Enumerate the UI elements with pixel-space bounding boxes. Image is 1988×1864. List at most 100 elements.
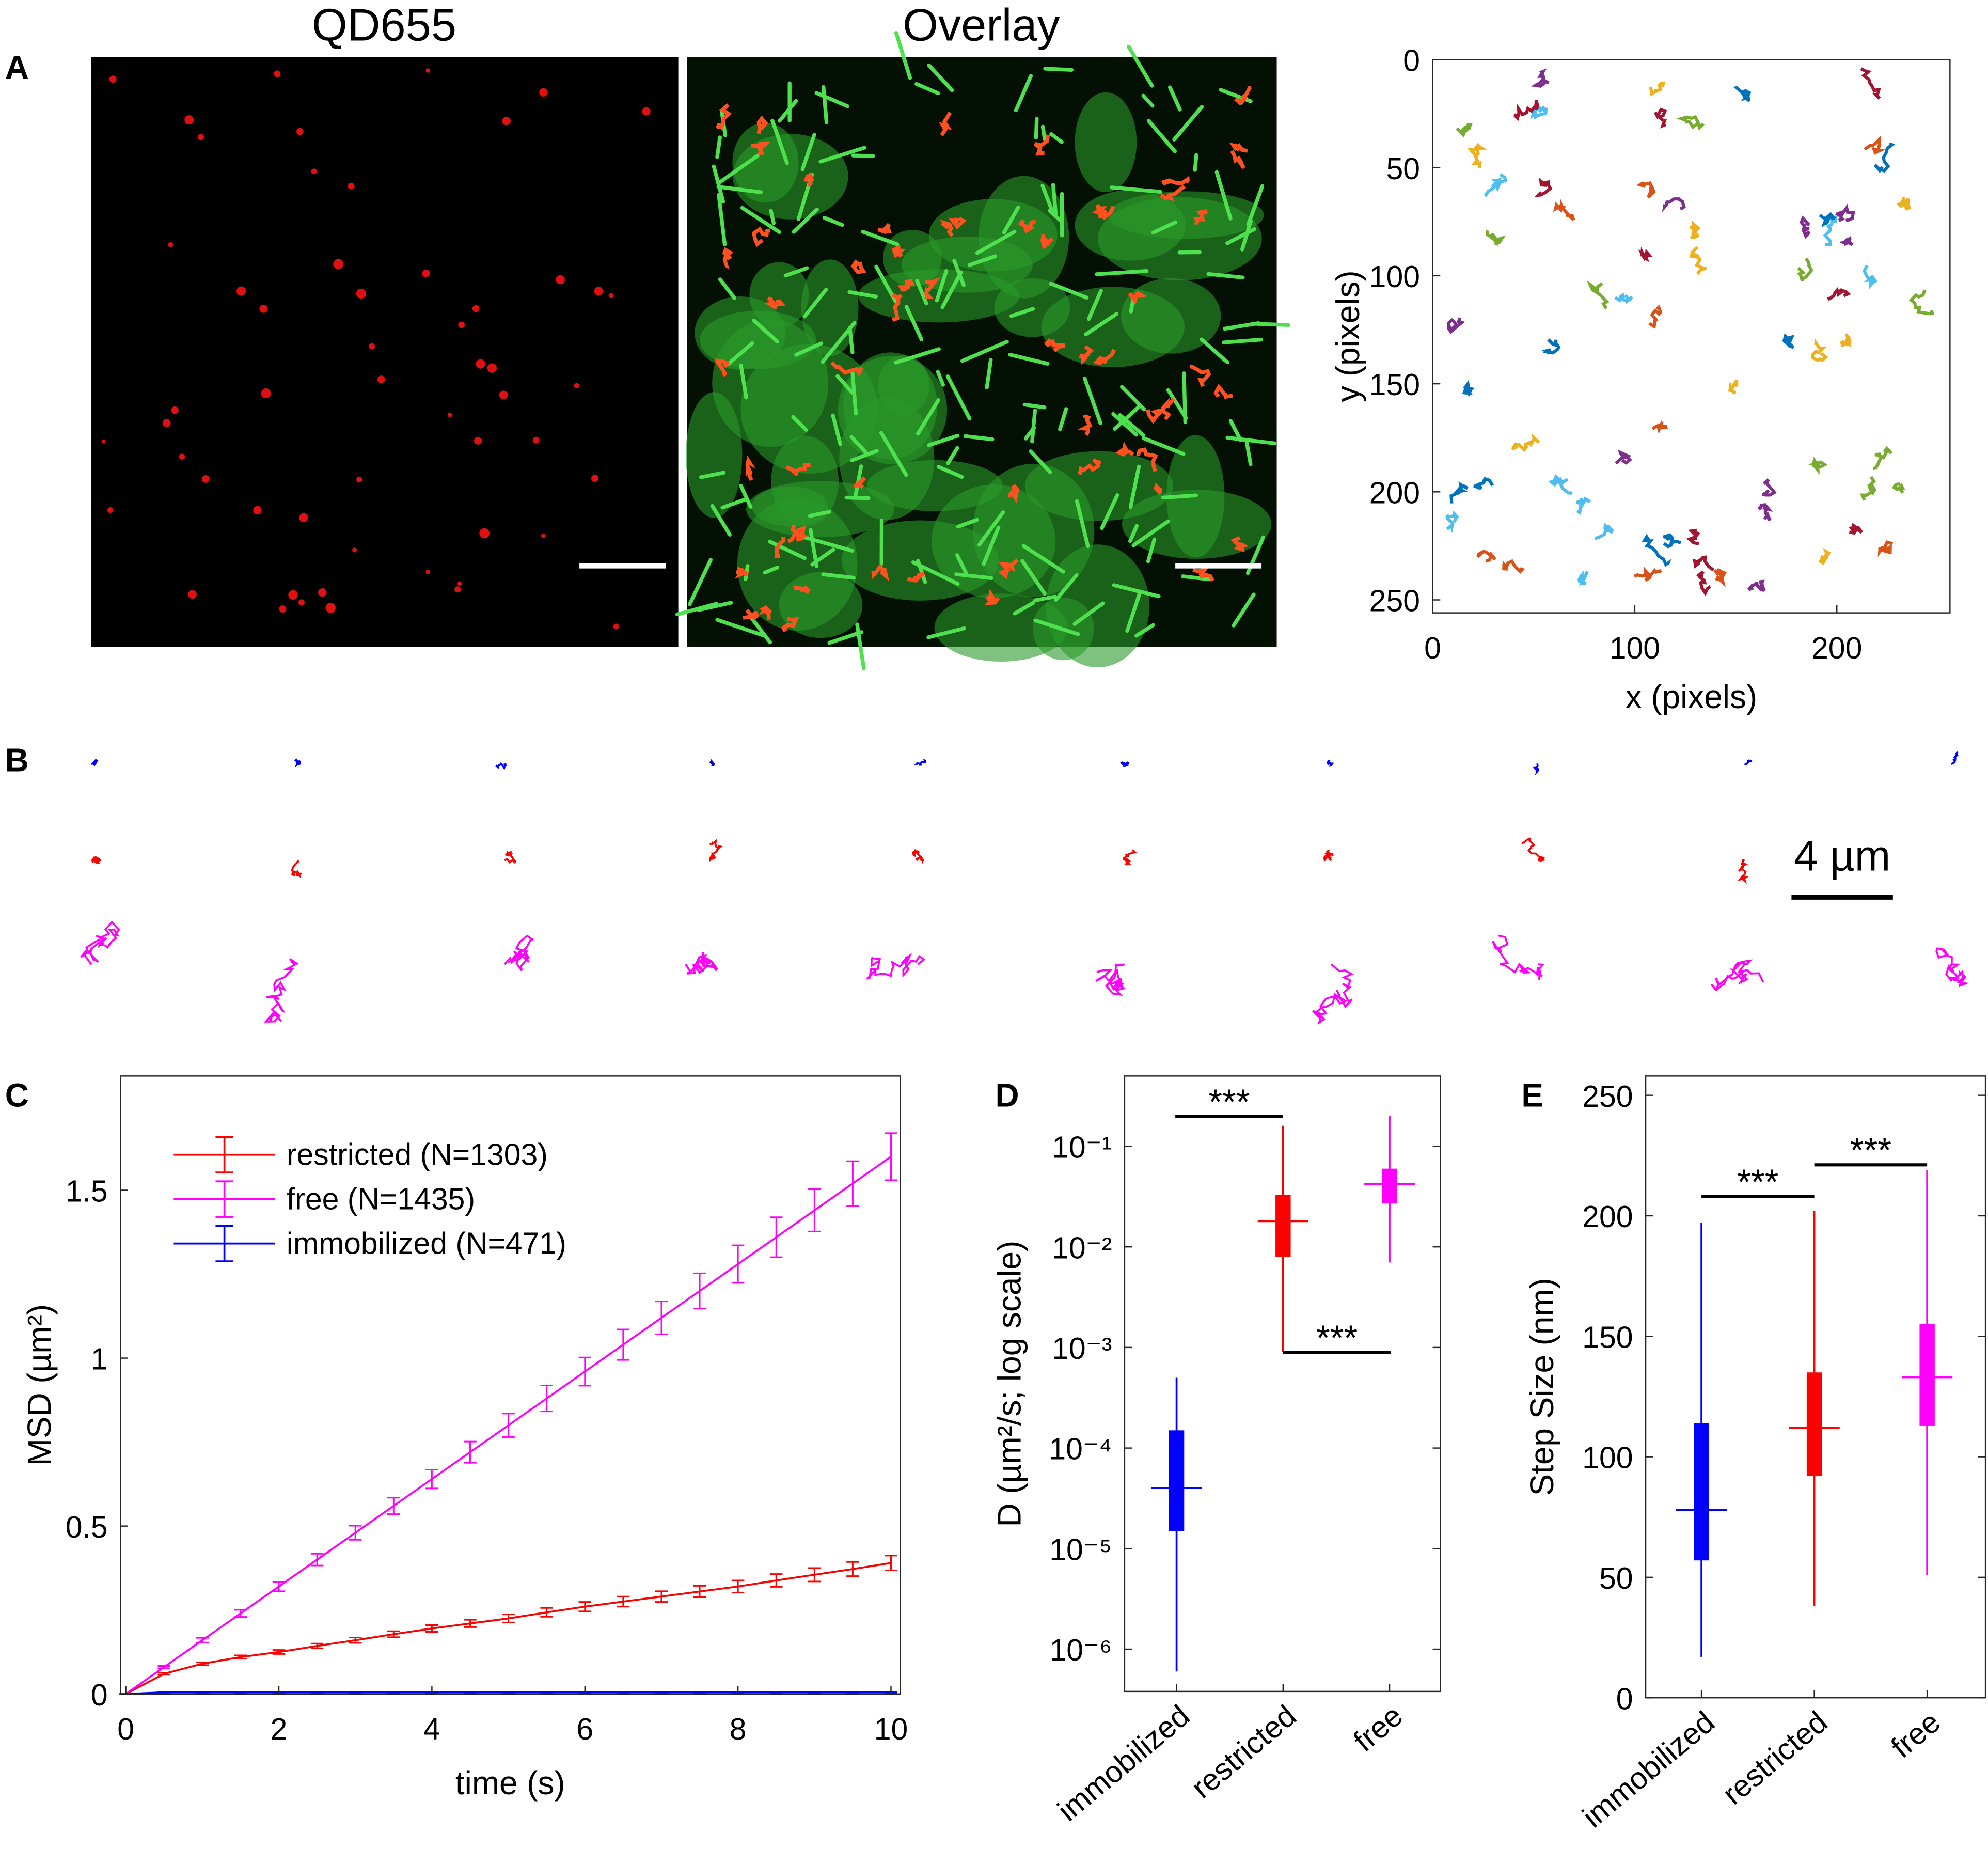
panel-label: B bbox=[5, 742, 29, 779]
trajectory bbox=[1689, 246, 1707, 275]
trajectory bbox=[1873, 142, 1896, 174]
trajectory bbox=[1877, 540, 1894, 557]
filopodium bbox=[1118, 413, 1145, 437]
qd-track bbox=[907, 571, 925, 583]
qd-track bbox=[891, 293, 903, 322]
qd-spot bbox=[479, 528, 490, 539]
filopodium bbox=[1084, 311, 1119, 336]
qd-spot bbox=[171, 406, 179, 414]
y-tick-label: 0 bbox=[1403, 44, 1420, 78]
qd-track bbox=[984, 588, 1000, 605]
trajectory bbox=[1530, 105, 1549, 120]
trajectory bbox=[80, 920, 120, 965]
filopodium bbox=[1134, 623, 1156, 638]
filopodium bbox=[1030, 409, 1037, 444]
y-tick-label: 250 bbox=[1582, 1080, 1633, 1114]
qd-spot bbox=[425, 569, 431, 574]
trajectory bbox=[1762, 478, 1777, 497]
filopodium bbox=[769, 209, 776, 225]
trajectory bbox=[1615, 449, 1632, 465]
trajectory bbox=[1492, 934, 1545, 980]
qd-track bbox=[939, 112, 952, 136]
cell-body bbox=[934, 593, 1068, 662]
qd-track bbox=[948, 217, 967, 230]
y-tick-label: 100 bbox=[1369, 260, 1420, 294]
trajectory bbox=[709, 759, 715, 766]
qd-track bbox=[1007, 484, 1020, 504]
trajectory bbox=[1576, 496, 1591, 515]
filopodium bbox=[1051, 183, 1058, 216]
filopodium bbox=[1167, 85, 1182, 112]
filopodium bbox=[1161, 493, 1198, 500]
trajectory bbox=[865, 952, 926, 980]
filopodium bbox=[1146, 119, 1177, 153]
qd-spot bbox=[318, 588, 327, 597]
filopodium bbox=[1214, 170, 1233, 221]
qd-spot bbox=[472, 305, 480, 312]
trajectory bbox=[1532, 763, 1539, 775]
filopodium bbox=[748, 614, 772, 645]
x-tick-label: 10 bbox=[874, 1713, 908, 1746]
trajectory bbox=[1800, 215, 1811, 239]
filopodium bbox=[740, 206, 781, 234]
qd-track bbox=[751, 142, 771, 156]
x-tick-label: 0 bbox=[1424, 632, 1441, 665]
trajectory bbox=[1541, 338, 1561, 355]
trajectory bbox=[1827, 287, 1851, 301]
qd-spot bbox=[253, 506, 262, 515]
filopodium bbox=[926, 626, 966, 639]
cell-body bbox=[1041, 287, 1185, 367]
trajectory bbox=[1120, 761, 1130, 768]
filopodium bbox=[982, 525, 1001, 566]
qd-spot bbox=[356, 476, 362, 483]
x-tick-label: 8 bbox=[730, 1713, 747, 1746]
qd-spot bbox=[532, 436, 540, 444]
image-title: Overlay bbox=[903, 0, 1060, 51]
qd-track bbox=[1189, 364, 1211, 387]
trajectory bbox=[1782, 333, 1795, 349]
trajectory bbox=[1577, 570, 1589, 587]
y-tick-label: 0 bbox=[1616, 1682, 1633, 1716]
qd-track bbox=[759, 605, 772, 620]
qd-spot bbox=[539, 88, 548, 97]
qd-track bbox=[1078, 458, 1101, 475]
qd-track bbox=[1018, 219, 1036, 234]
trajectory bbox=[91, 758, 99, 767]
panel-label: A bbox=[5, 49, 29, 86]
filopodium bbox=[675, 602, 719, 617]
axes-frame bbox=[120, 1075, 901, 1695]
qd-track bbox=[1156, 398, 1176, 417]
filopodium bbox=[800, 133, 816, 171]
trajectory bbox=[1651, 420, 1669, 434]
filopodium bbox=[1043, 67, 1074, 72]
qd-spot bbox=[288, 590, 298, 600]
qd-spot bbox=[642, 107, 651, 116]
filopodium bbox=[1223, 321, 1261, 331]
qd-track bbox=[1092, 203, 1108, 215]
y-tick-label: 50 bbox=[1386, 152, 1420, 186]
qd-spot bbox=[447, 412, 452, 417]
cell-body bbox=[1075, 92, 1137, 193]
trajectory bbox=[1502, 559, 1525, 574]
filopodium bbox=[893, 347, 941, 365]
filopodium bbox=[715, 135, 722, 159]
filopodium bbox=[1082, 376, 1102, 425]
trajectory bbox=[913, 759, 927, 766]
trajectory bbox=[1553, 199, 1575, 221]
legend-label: restricted (N=1303) bbox=[287, 1138, 548, 1171]
qd-track bbox=[924, 277, 941, 300]
y-tick-label: 10⁻⁴ bbox=[1049, 1433, 1112, 1466]
filopodium bbox=[1131, 519, 1170, 547]
qd-track bbox=[714, 358, 730, 377]
axes-frame bbox=[1432, 59, 1951, 614]
trajectory bbox=[1839, 236, 1854, 246]
box bbox=[1694, 1423, 1709, 1561]
panel-label: C bbox=[5, 1076, 29, 1114]
qd-spot bbox=[179, 453, 185, 460]
qd-track bbox=[1079, 345, 1094, 366]
filopodium bbox=[915, 278, 928, 306]
filopodium bbox=[1033, 594, 1058, 602]
trajectory bbox=[911, 849, 924, 864]
filopodium bbox=[1222, 337, 1263, 344]
